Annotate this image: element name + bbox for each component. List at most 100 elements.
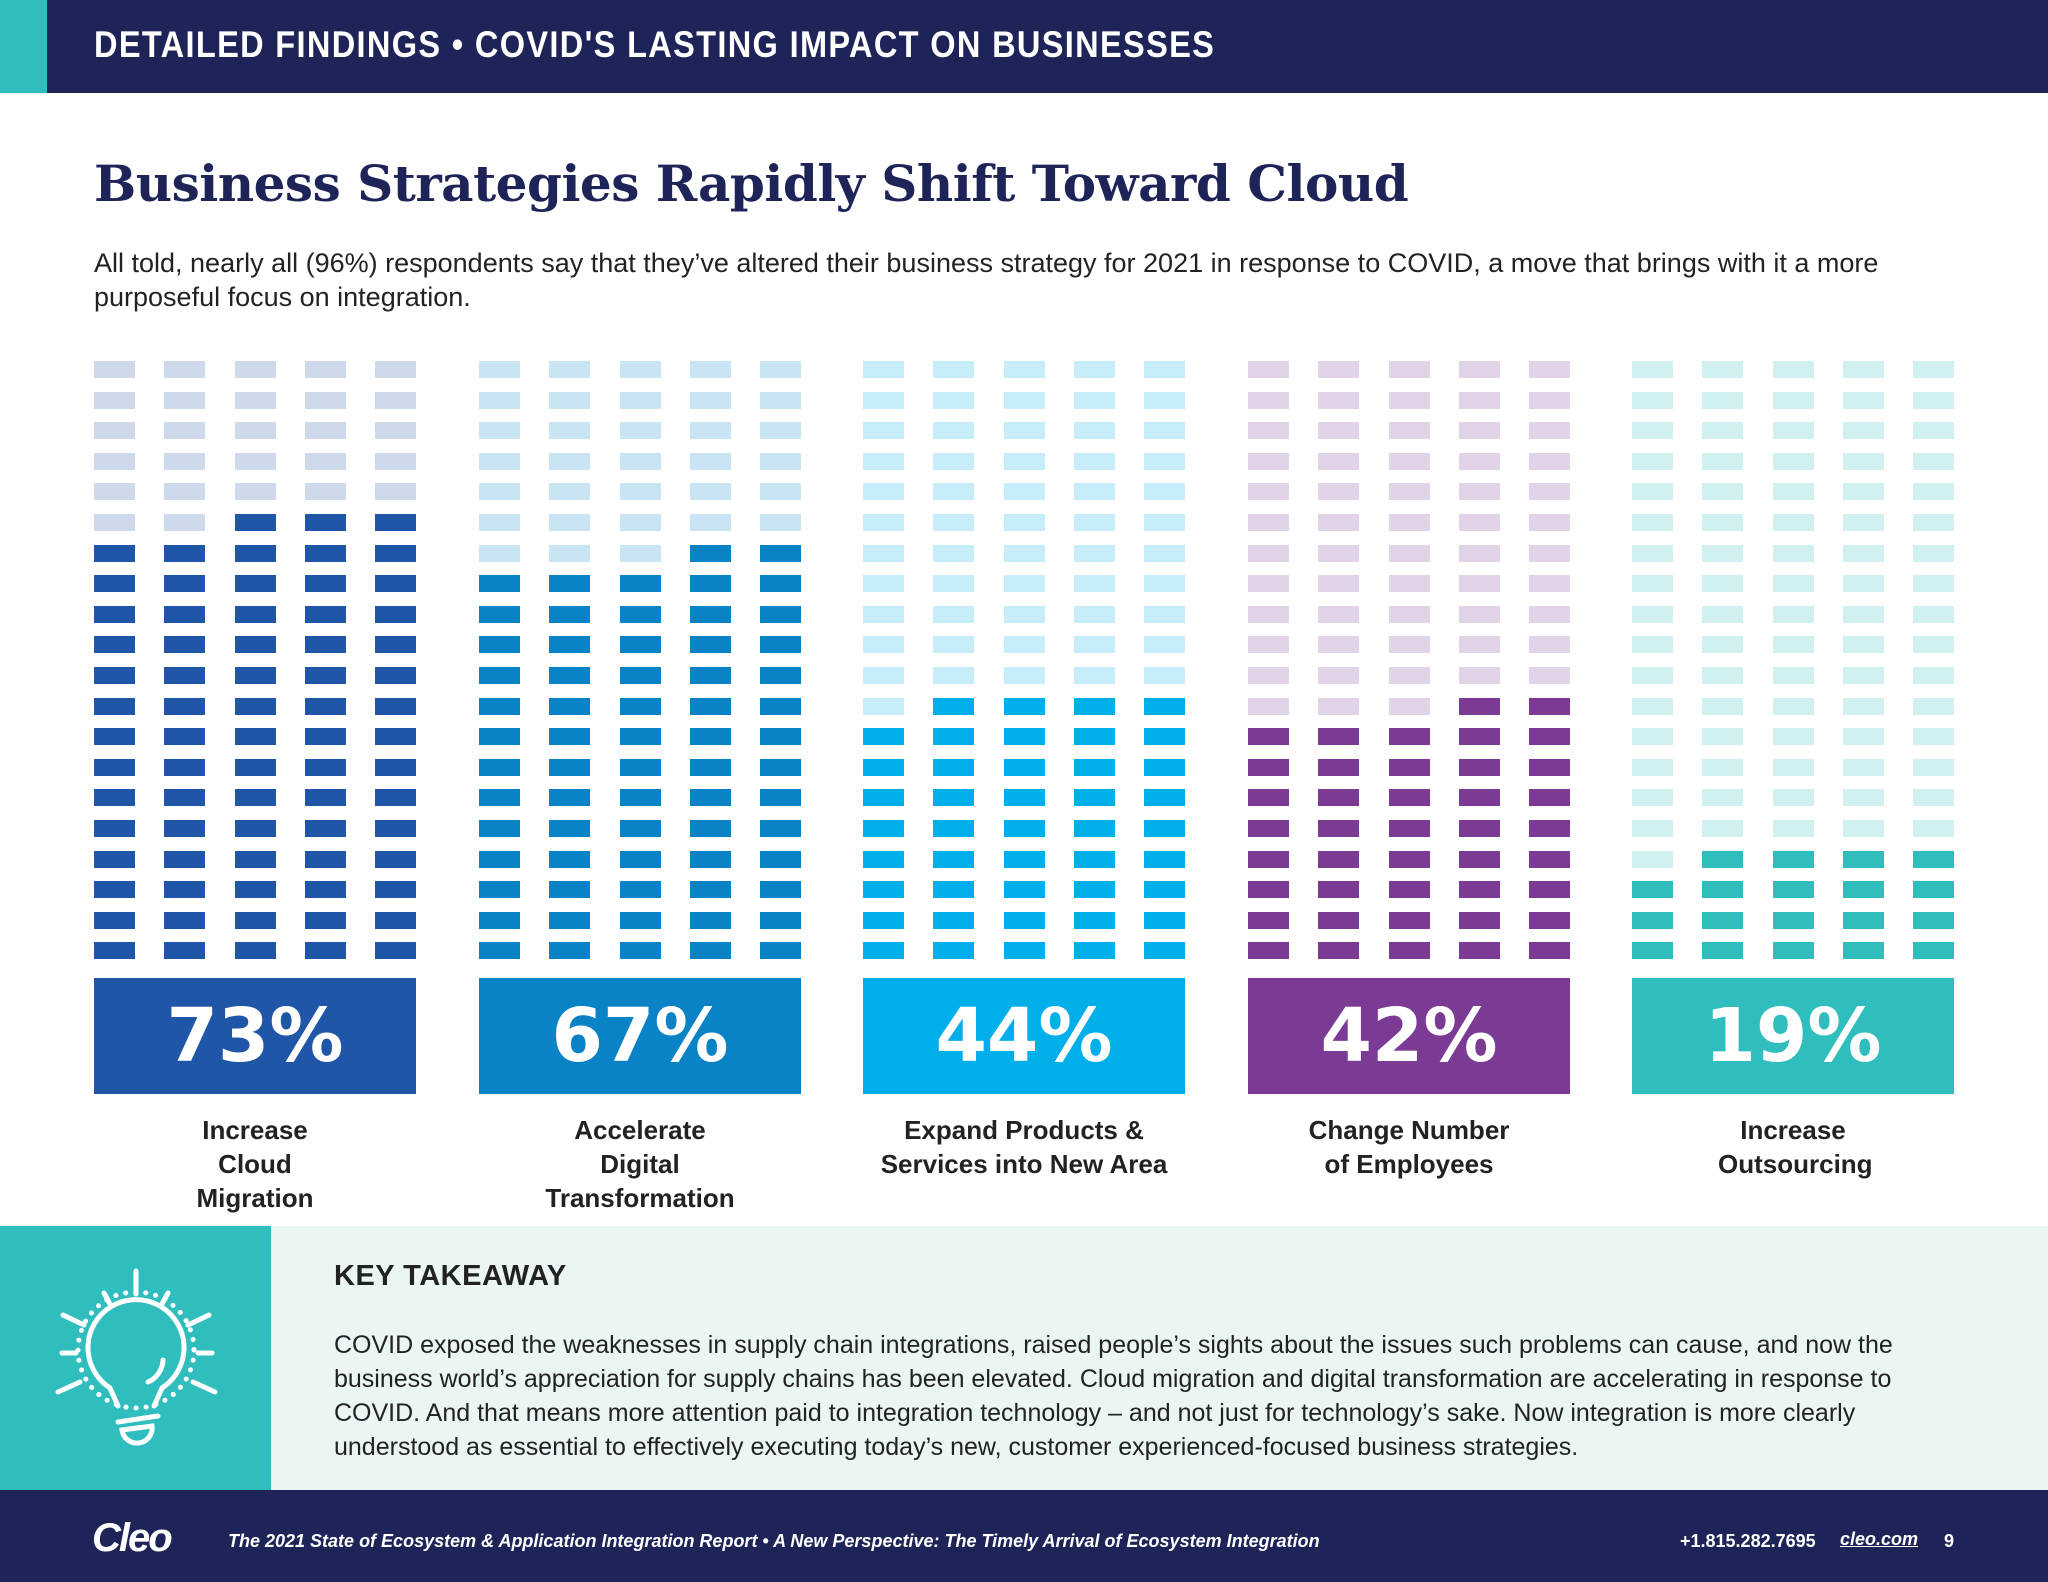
waffle-cell-filled bbox=[375, 605, 416, 623]
waffle-cell-empty bbox=[1458, 361, 1500, 378]
waffle-cell-filled bbox=[164, 819, 206, 837]
waffle-cell-filled bbox=[94, 789, 135, 807]
waffle-cell-empty bbox=[1702, 483, 1744, 501]
waffle-cell-filled bbox=[94, 544, 135, 562]
waffle-cell-filled bbox=[933, 728, 975, 746]
waffle-cell-filled bbox=[234, 697, 276, 715]
waffle-cell-empty bbox=[1772, 513, 1814, 531]
waffle-cell-filled bbox=[689, 605, 731, 623]
waffle-cell-empty bbox=[1248, 513, 1289, 531]
waffle-cell-empty bbox=[1144, 513, 1185, 531]
waffle-cell-filled bbox=[1772, 881, 1814, 899]
waffle-cell-empty bbox=[1842, 666, 1884, 684]
waffle-cell-empty bbox=[1388, 483, 1430, 501]
waffle-cell-empty bbox=[1388, 513, 1430, 531]
waffle-cell-empty bbox=[1913, 758, 1954, 776]
waffle-cell-filled bbox=[234, 819, 276, 837]
waffle-cell-filled bbox=[1842, 881, 1884, 899]
category-label: Accelerate Digital Transformation bbox=[545, 1115, 735, 1213]
waffle-cell-empty bbox=[1913, 422, 1954, 440]
waffle-cell-empty bbox=[164, 513, 206, 531]
waffle-cell-filled bbox=[689, 544, 731, 562]
waffle-cell-empty bbox=[1458, 544, 1500, 562]
waffle-cell-empty bbox=[863, 605, 904, 623]
waffle-cell-empty bbox=[1073, 544, 1115, 562]
waffle-cell-empty bbox=[1144, 452, 1185, 470]
waffle-cell-filled bbox=[479, 666, 520, 684]
waffle-cell-filled bbox=[689, 758, 731, 776]
waffle-cell-empty bbox=[863, 483, 904, 501]
report-title: The 2021 State of Ecosystem & Applicatio… bbox=[228, 1531, 1320, 1551]
waffle-cell-empty bbox=[1632, 391, 1673, 409]
waffle-cell-empty bbox=[234, 391, 276, 409]
waffle-cell-empty bbox=[1318, 391, 1360, 409]
waffle-cell-empty bbox=[760, 483, 801, 501]
waffle-cell-empty bbox=[1003, 513, 1045, 531]
waffle-cell-filled bbox=[689, 911, 731, 929]
waffle-cell-filled bbox=[94, 575, 135, 593]
percent-box: 67% bbox=[479, 978, 801, 1094]
waffle-cell-empty bbox=[1772, 697, 1814, 715]
waffle-cell-empty bbox=[375, 422, 416, 440]
waffle-cell-filled bbox=[933, 758, 975, 776]
waffle-cell-filled bbox=[689, 666, 731, 684]
waffle-cell-empty bbox=[1632, 575, 1673, 593]
waffle-cell-empty bbox=[164, 422, 206, 440]
waffle-cell-filled bbox=[1632, 911, 1673, 929]
waffle-cell-empty bbox=[1702, 391, 1744, 409]
waffle-cell-empty bbox=[1772, 819, 1814, 837]
waffle-cell-empty bbox=[1632, 758, 1673, 776]
waffle-cell-filled bbox=[94, 605, 135, 623]
waffle-cell-empty bbox=[1772, 575, 1814, 593]
waffle-cell-filled bbox=[304, 513, 346, 531]
waffle-cell-filled bbox=[760, 789, 801, 807]
waffle-grid bbox=[479, 361, 801, 960]
waffle-cell-filled bbox=[479, 697, 520, 715]
waffle-cell-empty bbox=[863, 636, 904, 654]
waffle-cell-empty bbox=[94, 513, 135, 531]
waffle-cell-filled bbox=[619, 819, 661, 837]
waffle-cell-filled bbox=[164, 942, 206, 960]
waffle-cell-filled bbox=[304, 789, 346, 807]
waffle-cell-empty bbox=[1702, 513, 1744, 531]
waffle-cell-filled bbox=[304, 544, 346, 562]
waffle-cell-empty bbox=[689, 513, 731, 531]
waffle-cell-empty bbox=[164, 452, 206, 470]
waffle-cell-empty bbox=[549, 422, 591, 440]
waffle-cell-empty bbox=[1003, 666, 1045, 684]
waffle-group: 42% Change Number of Employees bbox=[1248, 361, 1570, 1179]
waffle-cell-empty bbox=[619, 544, 661, 562]
waffle-cell-filled bbox=[1144, 911, 1185, 929]
waffle-cell-filled bbox=[304, 666, 346, 684]
waffle-cell-filled bbox=[1003, 911, 1045, 929]
waffle-cell-filled bbox=[304, 819, 346, 837]
waffle-cell-filled bbox=[689, 789, 731, 807]
waffle-cell-empty bbox=[1529, 513, 1570, 531]
waffle-cell-empty bbox=[1632, 544, 1673, 562]
waffle-cell-filled bbox=[1388, 758, 1430, 776]
waffle-cell-filled bbox=[863, 728, 904, 746]
waffle-cell-filled bbox=[375, 942, 416, 960]
waffle-cell-empty bbox=[94, 361, 135, 378]
waffle-cell-filled bbox=[479, 819, 520, 837]
waffle-cell-empty bbox=[933, 483, 975, 501]
waffle-cell-empty bbox=[1003, 452, 1045, 470]
waffle-cell-filled bbox=[1248, 789, 1289, 807]
waffle-cell-empty bbox=[1702, 697, 1744, 715]
waffle-cell-filled bbox=[1073, 942, 1115, 960]
waffle-cell-empty bbox=[1842, 575, 1884, 593]
waffle-cell-filled bbox=[863, 850, 904, 868]
waffle-cell-empty bbox=[1842, 544, 1884, 562]
waffle-cell-filled bbox=[1529, 942, 1570, 960]
waffle-cell-filled bbox=[304, 728, 346, 746]
website-link[interactable]: cleo.com bbox=[1840, 1529, 1919, 1549]
waffle-cell-empty bbox=[1003, 422, 1045, 440]
waffle-cell-empty bbox=[164, 483, 206, 501]
section-title: DETAILED FINDINGS • COVID'S LASTING IMPA… bbox=[94, 24, 1216, 65]
waffle-cell-empty bbox=[1702, 819, 1744, 837]
waffle-cell-filled bbox=[164, 575, 206, 593]
waffle-cell-filled bbox=[863, 881, 904, 899]
waffle-cell-empty bbox=[760, 452, 801, 470]
waffle-cell-empty bbox=[1772, 544, 1814, 562]
waffle-cell-filled bbox=[234, 728, 276, 746]
